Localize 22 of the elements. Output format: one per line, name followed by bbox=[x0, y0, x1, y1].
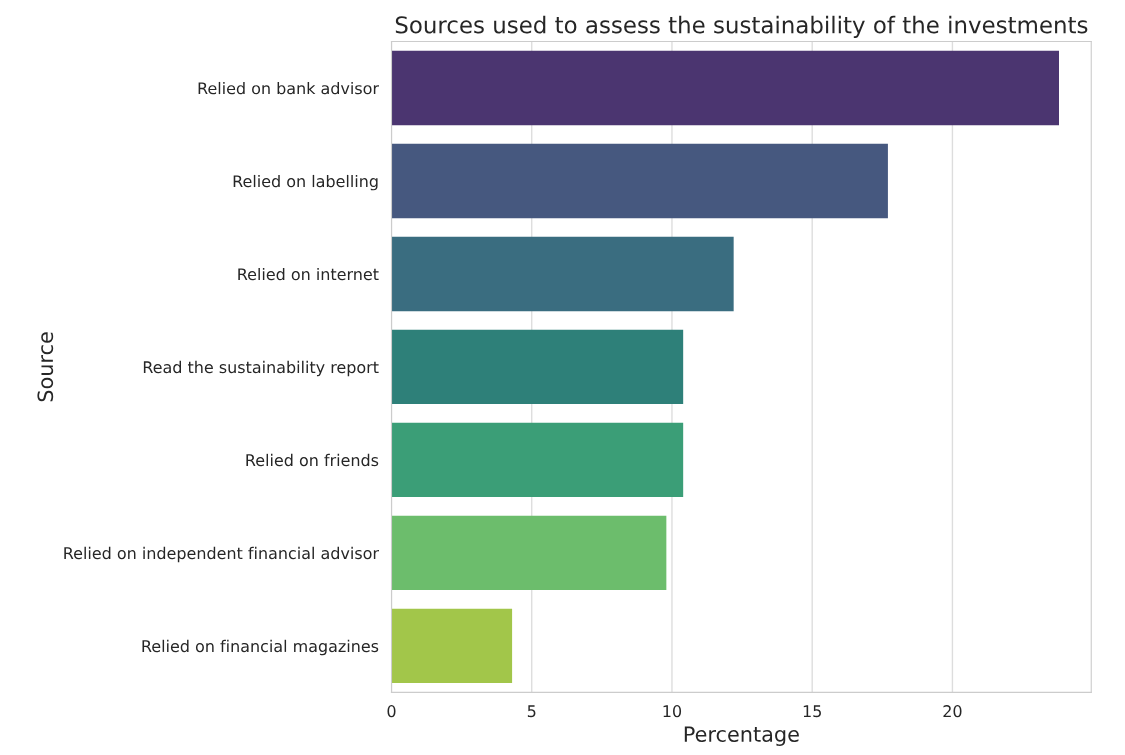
y-axis-title: Source bbox=[37, 332, 54, 402]
y-tick-label: Relied on labelling bbox=[233, 174, 378, 191]
bar bbox=[391, 236, 734, 312]
y-tick-label: Read the sustainability report bbox=[143, 360, 379, 377]
y-tick-label: Relied on financial magazines bbox=[142, 639, 379, 656]
y-tick-label: Relied on friends bbox=[246, 453, 379, 467]
bar bbox=[391, 329, 684, 405]
x-tick-label: 20 bbox=[943, 705, 962, 718]
x-tick-label: 0 bbox=[387, 705, 396, 718]
chart-title: Sources used to assess the sustainability of the investments bbox=[395, 15, 1088, 38]
bar bbox=[391, 143, 888, 219]
y-tick-label: Relied on independent financial advisor bbox=[64, 546, 379, 563]
bar bbox=[391, 515, 667, 591]
x-tick-label: 15 bbox=[803, 705, 821, 718]
bar bbox=[391, 422, 684, 498]
bar bbox=[391, 608, 513, 684]
x-tick-label: 10 bbox=[663, 705, 682, 718]
y-tick-label: Relied on bank advisor bbox=[198, 81, 379, 95]
x-tick-label: 5 bbox=[527, 705, 536, 718]
y-tick-label: Relied on internet bbox=[238, 267, 379, 281]
x-axis-title: Percentage bbox=[684, 726, 799, 747]
bar bbox=[391, 50, 1059, 126]
